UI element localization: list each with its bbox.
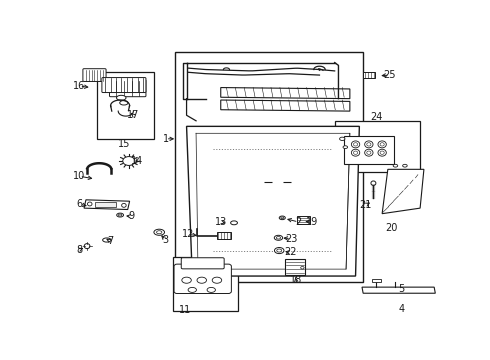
FancyBboxPatch shape	[109, 80, 146, 97]
Ellipse shape	[380, 151, 384, 154]
Polygon shape	[84, 200, 129, 210]
Ellipse shape	[117, 95, 126, 100]
Text: 22: 22	[285, 247, 297, 257]
Text: 10: 10	[74, 171, 86, 181]
Ellipse shape	[365, 149, 373, 156]
Ellipse shape	[119, 214, 122, 216]
Text: 19: 19	[306, 217, 318, 227]
Text: 7: 7	[107, 237, 114, 246]
Ellipse shape	[378, 149, 386, 156]
Ellipse shape	[351, 141, 360, 148]
Text: 11: 11	[178, 305, 191, 315]
Ellipse shape	[351, 149, 360, 156]
Ellipse shape	[340, 137, 345, 140]
Ellipse shape	[212, 277, 221, 283]
Bar	[335, 121, 420, 172]
Bar	[98, 72, 154, 139]
Text: 4: 4	[398, 304, 404, 314]
Ellipse shape	[84, 244, 90, 249]
Ellipse shape	[403, 164, 407, 167]
Ellipse shape	[353, 143, 358, 146]
Ellipse shape	[207, 287, 216, 292]
Ellipse shape	[301, 266, 304, 269]
Ellipse shape	[393, 164, 398, 167]
Ellipse shape	[120, 100, 128, 105]
Ellipse shape	[343, 146, 347, 149]
Polygon shape	[220, 87, 350, 99]
Ellipse shape	[197, 277, 206, 283]
Text: 20: 20	[386, 222, 398, 233]
Circle shape	[123, 157, 135, 166]
Text: 15: 15	[118, 139, 130, 149]
Ellipse shape	[276, 237, 281, 239]
Text: 18: 18	[290, 275, 302, 285]
Ellipse shape	[117, 213, 123, 217]
Ellipse shape	[231, 221, 238, 225]
Bar	[173, 257, 238, 311]
Text: 21: 21	[359, 201, 371, 210]
Ellipse shape	[87, 202, 92, 206]
Bar	[175, 51, 363, 282]
Polygon shape	[220, 100, 350, 111]
Text: 3: 3	[163, 235, 169, 245]
Text: 9: 9	[128, 211, 135, 221]
Polygon shape	[382, 169, 424, 214]
Ellipse shape	[154, 229, 165, 235]
Ellipse shape	[102, 238, 111, 242]
Bar	[344, 136, 393, 164]
Ellipse shape	[367, 143, 371, 146]
Bar	[297, 216, 310, 224]
Text: 23: 23	[285, 234, 297, 244]
Ellipse shape	[371, 181, 376, 185]
Text: 17: 17	[127, 110, 140, 120]
Ellipse shape	[378, 141, 386, 148]
Ellipse shape	[380, 143, 384, 146]
Ellipse shape	[182, 277, 191, 283]
Text: 6: 6	[76, 199, 82, 209]
FancyBboxPatch shape	[181, 258, 224, 269]
Text: 1: 1	[163, 134, 169, 144]
Polygon shape	[187, 126, 359, 276]
Bar	[372, 279, 381, 282]
Ellipse shape	[122, 203, 126, 207]
Text: 2: 2	[295, 217, 302, 227]
Bar	[96, 202, 116, 207]
Text: 16: 16	[74, 81, 86, 91]
Bar	[363, 72, 375, 78]
Ellipse shape	[353, 151, 358, 154]
FancyBboxPatch shape	[174, 264, 231, 293]
Polygon shape	[362, 287, 435, 293]
FancyBboxPatch shape	[102, 77, 146, 93]
Ellipse shape	[188, 287, 196, 292]
Text: 8: 8	[76, 245, 82, 255]
Text: 5: 5	[398, 284, 404, 293]
Ellipse shape	[277, 249, 282, 252]
Ellipse shape	[281, 217, 284, 219]
Ellipse shape	[274, 235, 283, 240]
Text: 24: 24	[370, 112, 383, 122]
Bar	[285, 260, 305, 275]
Ellipse shape	[157, 231, 162, 234]
Ellipse shape	[279, 216, 285, 220]
Text: 12: 12	[182, 229, 195, 239]
Ellipse shape	[365, 141, 373, 148]
Text: 25: 25	[384, 70, 396, 80]
Bar	[217, 232, 231, 239]
Text: 13: 13	[215, 217, 227, 227]
Ellipse shape	[274, 247, 284, 253]
FancyBboxPatch shape	[83, 69, 106, 81]
Text: 14: 14	[131, 156, 143, 166]
Ellipse shape	[367, 151, 371, 154]
